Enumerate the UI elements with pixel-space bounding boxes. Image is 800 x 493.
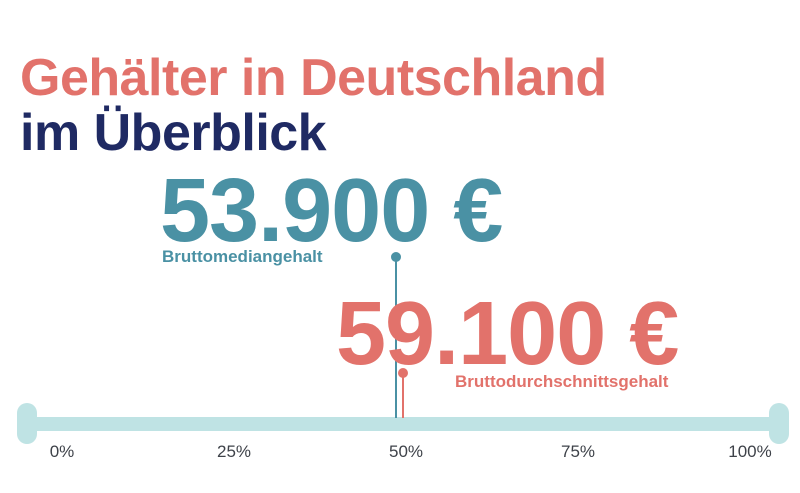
median-marker-pin — [391, 252, 401, 418]
tick-label-25: 25% — [216, 442, 252, 461]
average-salary-value: 59.100 € — [336, 284, 679, 384]
scale-bar-left-cap — [17, 403, 37, 444]
median-marker-line — [395, 257, 397, 418]
median-salary-value: 53.900 € — [160, 161, 503, 261]
title-line-2: im Überblick — [20, 104, 327, 163]
tick-label-50: 50% — [388, 442, 424, 461]
tick-label-100: 100% — [728, 442, 772, 461]
tick-label-0: 0% — [49, 442, 75, 461]
page-title: Gehälter in Deutschland im Überblick — [20, 51, 607, 161]
average-marker-line — [402, 373, 404, 418]
title-line-1: Gehälter in Deutschland — [20, 49, 607, 108]
average-salary-label: Bruttodurchschnittsgehalt — [455, 372, 669, 391]
median-salary-label: Bruttomediangehalt — [162, 247, 323, 266]
average-marker-pin — [398, 368, 408, 418]
tick-label-75: 75% — [560, 442, 596, 461]
scale-bar-right-cap — [769, 403, 789, 444]
scale-bar-track — [24, 417, 781, 431]
